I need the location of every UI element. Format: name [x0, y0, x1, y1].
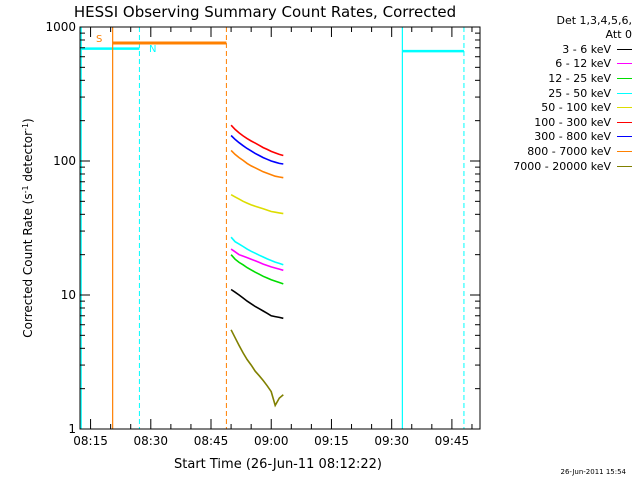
- series-line-0: [230, 288, 284, 320]
- x-tick-label-6: 09:45: [435, 434, 470, 448]
- legend: Det 1,3,4,5,6, Att 0 3 - 6 keV 6 - 12 keV…: [478, 14, 632, 173]
- series-line-1: [230, 248, 284, 272]
- x-tick-label-4: 09:15: [314, 434, 349, 448]
- series-line-8: [230, 329, 284, 408]
- series-line-2: [230, 254, 284, 285]
- legend-item-label: 6 - 12 keV: [555, 57, 611, 71]
- legend-item: 12 - 25 keV: [478, 71, 632, 86]
- legend-item: 3 - 6 keV: [478, 42, 632, 57]
- chart-title: HESSI Observing Summary Count Rates, Cor…: [74, 3, 456, 21]
- series-line-6: [230, 134, 284, 165]
- x-tick-label-0: 08:15: [73, 434, 108, 448]
- observing-regions: [80, 27, 465, 429]
- plot-area-frame: [79, 26, 481, 430]
- legend-item: 6 - 12 keV: [478, 57, 632, 72]
- y-tick-label-3: 1000: [45, 20, 76, 34]
- legend-swatch: [617, 92, 632, 94]
- legend-item-label: 3 - 6 keV: [562, 42, 611, 56]
- x-axis-label: Start Time (26-Jun-11 08:12:22): [174, 457, 382, 472]
- legend-swatch: [617, 107, 632, 109]
- legend-item-label: 50 - 100 keV: [541, 101, 611, 115]
- legend-item: 7000 - 20000 keV: [478, 159, 632, 174]
- legend-item-label: 800 - 7000 keV: [527, 144, 611, 158]
- x-tick-label-3: 09:00: [254, 434, 289, 448]
- series-line-7: [230, 149, 284, 179]
- legend-item-label: 25 - 50 keV: [548, 86, 611, 100]
- axes: 1 10 100 1000 08:15 08:30 08:45 09:00 09:15 09:30…: [45, 20, 480, 448]
- y-tick-label-2: 100: [53, 154, 76, 168]
- legend-item: 300 - 800 keV: [478, 130, 632, 145]
- series-line-4: [230, 193, 284, 215]
- legend-item: 100 - 300 keV: [478, 115, 632, 130]
- series-line-3: [230, 236, 284, 266]
- legend-swatch: [617, 165, 632, 167]
- legend-swatch: [617, 150, 632, 152]
- y-axis-label-main: Corrected Count Rate (s: [21, 193, 35, 337]
- annotation-s: S: [96, 34, 102, 45]
- x-tick-label-2: 08:45: [194, 434, 229, 448]
- y-tick-label-0: 1: [68, 422, 76, 436]
- series-line-5: [230, 124, 284, 157]
- legend-item: 50 - 100 keV: [478, 100, 632, 115]
- x-tick-label-1: 08:30: [133, 434, 168, 448]
- y-axis-label-exp1: -1: [21, 185, 30, 193]
- legend-swatch: [617, 77, 632, 79]
- y-axis-label-exp2: -1: [21, 123, 30, 131]
- y-axis-label-end: ): [21, 118, 35, 123]
- legend-item-label: 300 - 800 keV: [534, 130, 611, 144]
- legend-swatch: [617, 121, 632, 123]
- timestamp: 26-Jun-2011 15:54: [560, 468, 627, 476]
- legend-swatch: [617, 136, 632, 138]
- legend-item-label: 12 - 25 keV: [548, 71, 611, 85]
- x-tick-label-5: 09:30: [374, 434, 409, 448]
- legend-swatch: [617, 63, 632, 65]
- y-axis-label-mid: detector: [21, 131, 35, 186]
- legend-swatch: [617, 48, 632, 50]
- legend-item: 800 - 7000 keV: [478, 144, 632, 159]
- legend-item: 25 - 50 keV: [478, 86, 632, 101]
- legend-header-2: Att 0: [605, 28, 632, 41]
- y-axis-label: Corrected Count Rate (s-1 detector-1): [21, 118, 36, 337]
- y-tick-label-1: 10: [61, 288, 76, 302]
- legend-header-1: Det 1,3,4,5,6,: [556, 14, 632, 27]
- series-layer: [230, 124, 284, 408]
- annotation-n: N: [149, 44, 156, 55]
- legend-item-label: 7000 - 20000 keV: [513, 159, 611, 173]
- legend-rows: 3 - 6 keV 6 - 12 keV 12 - 25 keV 25 - 50 ke…: [478, 42, 632, 173]
- legend-item-label: 100 - 300 keV: [534, 115, 611, 129]
